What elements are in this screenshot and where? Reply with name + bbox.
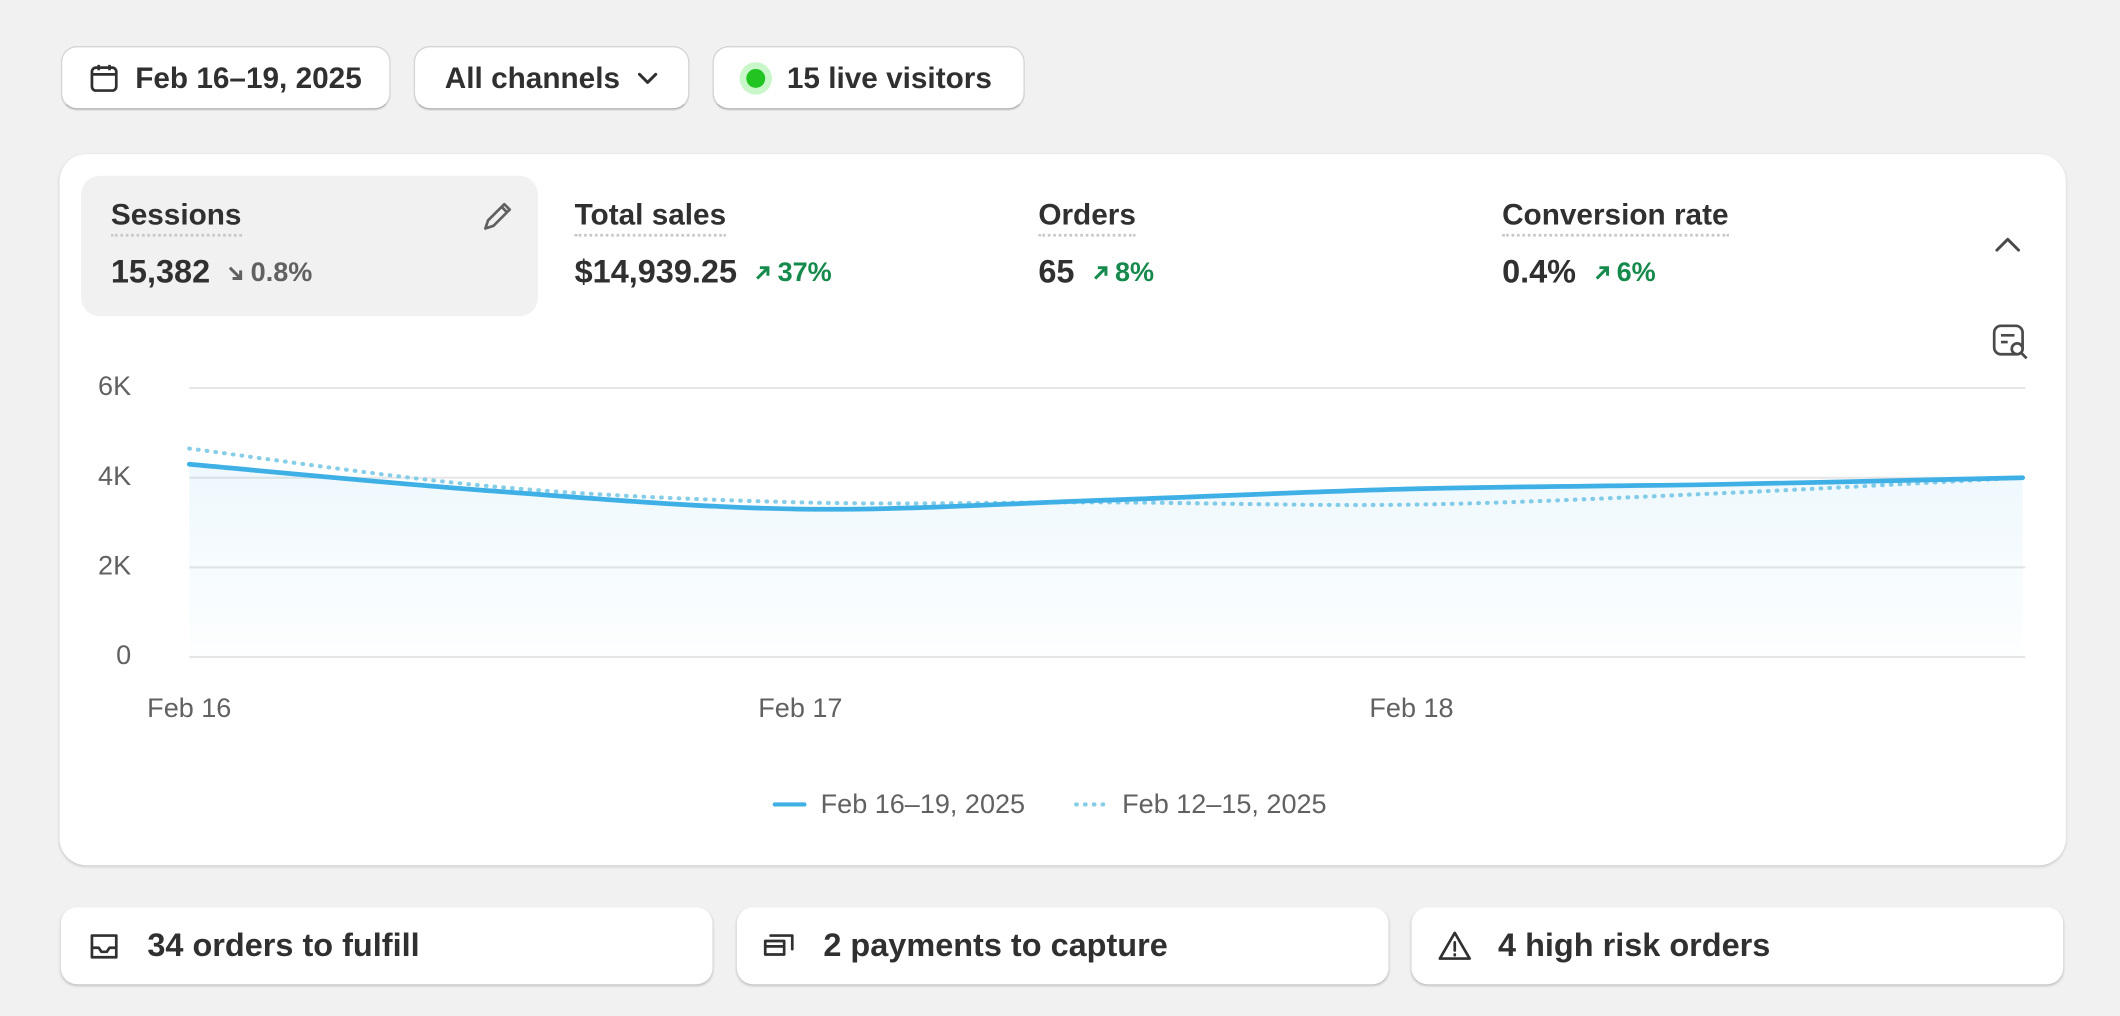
task-icon (763, 933, 794, 956)
metric-value: $14,939.25 (574, 254, 738, 291)
live-visitors-text: 15 live visitors (786, 60, 992, 94)
arrow-path (1595, 266, 1609, 280)
edit-icon (484, 202, 512, 230)
metric-value: 0.4% (1502, 254, 1577, 291)
trend-arrow (229, 266, 243, 280)
channel-select[interactable]: All channels (413, 45, 690, 110)
icon-path (90, 933, 118, 958)
calendar-icon (90, 64, 118, 92)
legend-label: Feb 12–15, 2025 (1122, 789, 1326, 819)
icon-path (763, 933, 794, 956)
metric-change-value: 6% (1616, 257, 1656, 288)
metric-change: 6% (1592, 257, 1656, 289)
series-line (186, 461, 2025, 512)
metric-tile[interactable]: Conversion rate 0.4% 6% (1472, 176, 1929, 317)
metric-value-row: 0.4% 6% (1502, 254, 1656, 292)
arrow-path (1093, 266, 1108, 280)
live-dot (739, 61, 772, 94)
trend-arrow (756, 266, 770, 280)
trend-arrow (1093, 266, 1108, 280)
date-picker[interactable]: Feb 16–19, 2025 (60, 45, 391, 110)
metric-change: 37% (753, 257, 832, 289)
metric-value-row: 65 8% (1038, 254, 1154, 292)
metric-tile[interactable]: Sessions 15,382 0.8% (81, 175, 539, 317)
metric-value-row: 15,382 0.8% (111, 254, 312, 292)
task-label: 4 high risk orders (1498, 926, 1771, 964)
task-icon (1438, 930, 1471, 960)
metric-label: Conversion rate (1502, 197, 1729, 237)
live-visitors[interactable]: 15 live visitors (712, 45, 1025, 110)
metric-value: 15,382 (110, 254, 211, 291)
chart-explore-button[interactable] (1990, 322, 2031, 363)
metric-change: 0.8% (226, 258, 312, 289)
y-tick-label: 4K (98, 461, 131, 491)
task-card[interactable]: 2 payments to capture (736, 907, 1389, 985)
metric-value: 65 (1038, 254, 1075, 291)
task-label: 34 orders to fulfill (147, 926, 420, 964)
channel: All channels (444, 60, 621, 94)
collapse-button[interactable] (1987, 224, 2028, 265)
metric-change: 8% (1091, 258, 1154, 289)
y-tick-label: 2K (98, 551, 131, 581)
task-card[interactable]: 4 high risk orders (1411, 907, 2064, 985)
y-tick-label: 6K (98, 371, 131, 401)
metric-label: Sessions (110, 197, 242, 237)
arrow-path (229, 266, 243, 280)
y-tick-label: 0 (116, 640, 131, 670)
pencil (484, 202, 512, 230)
x-tick-label: Feb 18 (1369, 693, 1453, 723)
chevron-down (637, 72, 657, 84)
icon-path (1438, 930, 1471, 960)
metric-change-value: 0.8% (250, 257, 313, 288)
metric-tile[interactable]: Total sales $14,939.25 37% (545, 176, 1002, 317)
area (189, 464, 2023, 658)
arrow-path (756, 266, 770, 280)
metric-change-value: 37% (777, 257, 832, 288)
legend-label: Feb 16–19, 2025 (821, 789, 1025, 819)
task-card[interactable]: 34 orders to fulfill (60, 907, 713, 985)
task-icon (90, 933, 118, 958)
metric-label: Total sales (574, 197, 727, 237)
task-label: 2 payments to capture (823, 926, 1168, 964)
metric-label: Orders (1038, 197, 1136, 237)
trend-arrow (1595, 266, 1609, 280)
metric-change-value: 8% (1114, 257, 1155, 288)
x-tick-label: Feb 16 (147, 693, 231, 723)
metric-tile[interactable]: Orders 65 8% (1009, 176, 1466, 317)
x-tick-label: Feb 17 (758, 693, 842, 723)
date-range: Feb 16–19, 2025 (135, 60, 362, 94)
metric-value-row: $14,939.25 37% (575, 254, 832, 292)
